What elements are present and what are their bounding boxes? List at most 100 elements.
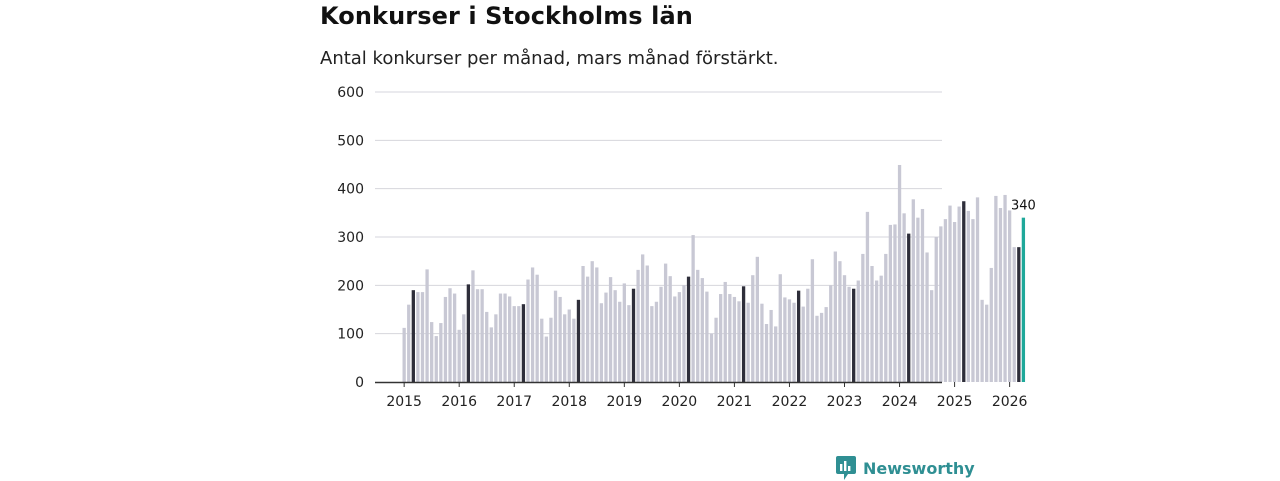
bar [884,253,888,382]
y-tick-label: 0 [355,375,364,391]
bar [723,281,727,382]
bar [911,199,915,382]
bar [682,285,686,382]
bar [994,195,998,382]
x-tick-label: 2017 [496,394,532,410]
bar [659,286,663,382]
bar-march [686,276,691,382]
y-tick-label: 500 [337,133,364,149]
bar-march [852,288,856,382]
bar [443,296,448,382]
bar [457,329,461,382]
bar-march [466,284,471,382]
bar [980,299,984,382]
bar [989,267,993,382]
bar [494,314,498,382]
bar-march [576,299,581,382]
bar [874,280,879,382]
bars [402,164,1026,382]
bar [645,265,649,382]
bar [434,336,438,382]
chart-title: Konkurser i Stockholms län [320,2,693,30]
bar-chart-logo-icon [836,456,856,480]
bar [934,237,938,382]
bar [751,275,755,382]
bar [471,270,475,382]
bar [714,317,718,382]
bar [709,333,714,382]
x-tick-label: 2021 [717,394,753,410]
chart-subtitle: Antal konkurser per månad, mars månad fö… [320,48,779,69]
bar [764,324,769,382]
bar [948,205,952,382]
bar [930,290,934,382]
bar [732,296,737,382]
bar [975,197,980,382]
bar [985,304,989,382]
y-tick-label: 100 [337,327,364,343]
bar [957,206,961,382]
bar [755,256,759,382]
x-tick-label: 2022 [772,394,808,410]
bar [512,306,516,382]
bar [420,292,425,382]
brand-logo[interactable]: Newsworthy [835,455,975,481]
bar [599,303,604,382]
bar-march [796,290,801,382]
bar [838,261,842,382]
y-tick-label: 200 [337,278,364,294]
bar [544,336,548,382]
bar [673,296,677,382]
x-tick-label: 2023 [827,394,863,410]
bar [769,309,773,382]
x-tick-label: 2026 [992,394,1028,410]
bar [920,208,925,382]
bar [870,266,874,382]
bar [842,275,847,382]
bar [618,301,622,382]
bar [1007,210,1012,382]
bar [407,304,411,382]
bar [787,299,792,382]
x-tick-label: 2018 [551,394,587,410]
bar [650,306,654,382]
x-axis-ticks: 2015 2016 2017 2018 2019 2020 2021 2022 2023 2024… [386,382,1028,410]
bar [517,306,521,382]
bar [815,315,819,382]
bar [943,219,948,382]
bar [806,288,810,382]
bar [402,327,406,382]
bar-march [741,286,746,382]
x-tick-label: 2025 [937,394,973,410]
bar [705,291,709,382]
bar [728,294,732,382]
bar [774,326,778,382]
bar [865,211,870,382]
bar [485,311,489,382]
bar [540,318,544,382]
bar [792,302,796,382]
bar-march [1017,247,1021,382]
y-tick-label: 300 [337,230,364,246]
bar [737,301,741,382]
x-tick-label: 2016 [441,394,477,410]
bar [549,317,553,382]
bar-march [907,233,911,382]
bar [897,164,902,382]
bar [581,266,585,382]
bar [553,290,558,382]
bar [535,274,539,382]
bar [668,276,672,382]
bar [700,278,704,382]
bar [778,274,782,382]
brand-name: Newsworthy [863,458,975,478]
bar [526,279,530,382]
bar [475,289,480,382]
bar [925,252,929,382]
y-axis-ticks: 0 100 200 300 400 500 600 [337,85,364,391]
bar [489,327,493,382]
bar [856,280,860,382]
bar [498,293,503,382]
bar-march [411,290,415,382]
